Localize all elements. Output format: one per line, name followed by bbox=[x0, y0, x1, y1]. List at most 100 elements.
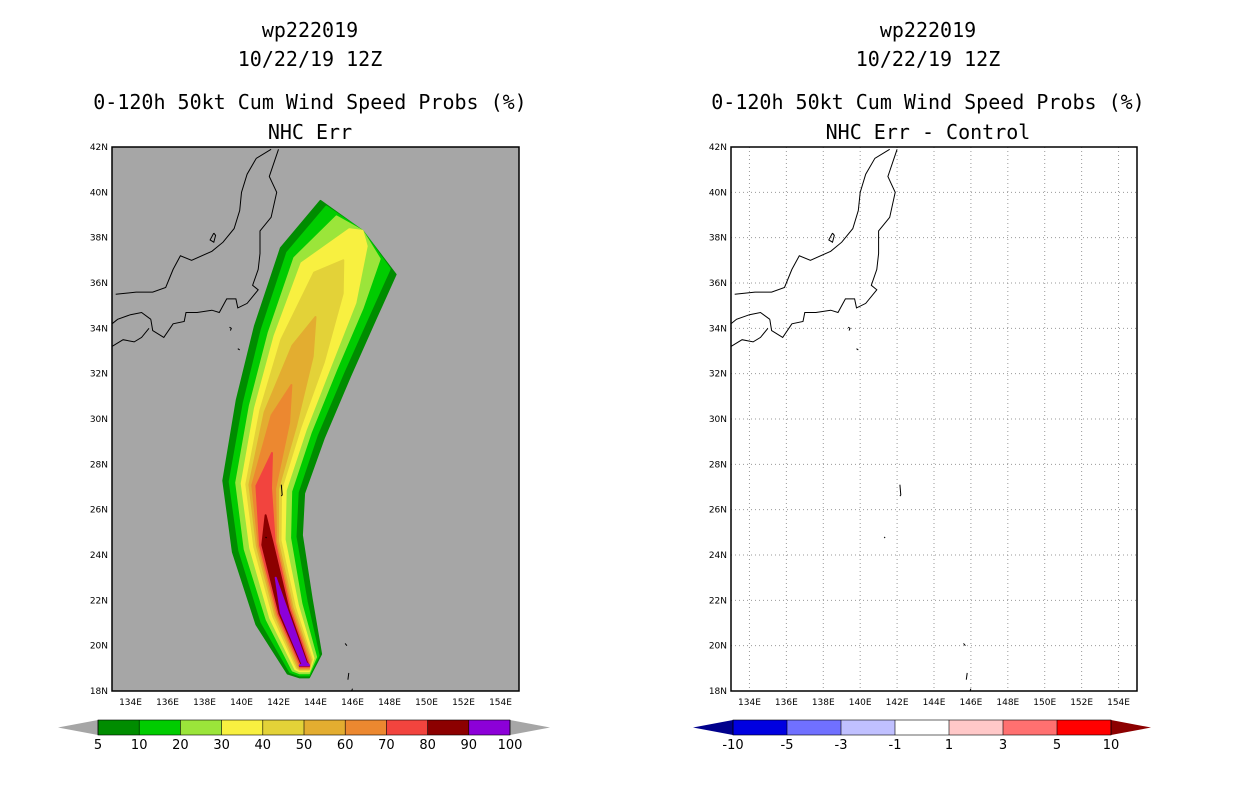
colorbar-over-triangle bbox=[510, 720, 550, 735]
y-tick-label: 30N bbox=[709, 415, 727, 425]
colorbar-label: 60 bbox=[337, 738, 354, 753]
colorbar-swatch bbox=[841, 720, 895, 735]
left-title-line-1: wp222019 bbox=[261, 18, 359, 42]
x-tick-label: 152E bbox=[1070, 698, 1093, 708]
coastline bbox=[344, 643, 348, 647]
colorbar: 5 10 20 30 40 50 60 70 80 90 100 bbox=[58, 719, 550, 753]
y-tick-label: 40N bbox=[90, 188, 108, 198]
colorbar-swatch bbox=[180, 720, 222, 735]
colorbar-label: -10 bbox=[722, 738, 743, 753]
colorbar-label: 3 bbox=[999, 738, 1007, 753]
y-tick-label: 36N bbox=[90, 279, 108, 289]
coastline bbox=[883, 536, 886, 539]
y-tick-label: 18N bbox=[90, 687, 108, 697]
colorbar-swatch bbox=[98, 720, 140, 735]
x-tick-label: 154E bbox=[489, 698, 512, 708]
y-tick-label: 38N bbox=[90, 234, 108, 244]
coastline bbox=[347, 672, 350, 680]
x-tick-label: 138E bbox=[193, 698, 216, 708]
colorbar-swatch bbox=[427, 720, 469, 735]
coastline bbox=[847, 326, 851, 331]
coastlines bbox=[112, 148, 353, 691]
y-tick-label: 34N bbox=[709, 324, 727, 334]
colorbar-frame bbox=[97, 719, 511, 736]
colorbar-label: -5 bbox=[781, 738, 794, 753]
left-title-line-2: 10/22/19 12Z bbox=[237, 47, 383, 71]
right-title-line-1: wp222019 bbox=[879, 18, 977, 42]
y-tick-label: 20N bbox=[90, 642, 108, 652]
x-tick-label: 142E bbox=[267, 698, 290, 708]
coastline bbox=[265, 536, 267, 539]
coastline bbox=[280, 484, 283, 497]
colorbar-label: 100 bbox=[498, 738, 523, 753]
y-tick-label: 28N bbox=[709, 460, 727, 470]
coastline bbox=[965, 672, 968, 680]
coastline bbox=[856, 348, 859, 351]
right-title-line-4: NHC Err - Control bbox=[825, 120, 1031, 144]
right-title-line-3: 0-120h 50kt Cum Wind Speed Probs (%) bbox=[711, 90, 1145, 114]
colorbar-label: 20 bbox=[172, 738, 189, 753]
coastline bbox=[237, 348, 240, 351]
colorbar-label: 40 bbox=[255, 738, 272, 753]
colorbar-swatch bbox=[386, 720, 428, 735]
coastline bbox=[963, 643, 966, 647]
y-tick-label: 20N bbox=[709, 642, 727, 652]
x-tick-label: 144E bbox=[923, 698, 946, 708]
x-tick-label: 152E bbox=[452, 698, 475, 708]
colorbar-swatch bbox=[1003, 720, 1057, 735]
y-tick-label: 36N bbox=[709, 279, 727, 289]
y-tick-label: 18N bbox=[709, 687, 727, 697]
coastline bbox=[112, 327, 150, 347]
colorbar-swatch bbox=[895, 720, 949, 735]
y-tick-label: 22N bbox=[709, 596, 727, 606]
coastline bbox=[828, 232, 835, 243]
x-tick-label: 134E bbox=[119, 698, 142, 708]
coastline bbox=[731, 311, 771, 325]
colorbar-swatch bbox=[262, 720, 304, 735]
x-tick-label: 148E bbox=[996, 698, 1019, 708]
x-tick-label: 154E bbox=[1107, 698, 1130, 708]
panel-nhc-err: 134E 136E 138E 140E 142E 144E 146E 148E 150E 152E… bbox=[58, 143, 550, 753]
colorbar-swatch bbox=[304, 720, 346, 735]
colorbar-swatch bbox=[345, 720, 387, 735]
colorbar-swatch bbox=[1057, 720, 1111, 735]
panel-nhc-err-minus-control: 134E 136E 138E 140E 142E 144E 146E 148E 150E 152E… bbox=[693, 143, 1151, 753]
y-tick-label: 24N bbox=[709, 551, 727, 561]
coastline bbox=[899, 484, 902, 497]
x-tick-label: 138E bbox=[812, 698, 835, 708]
x-tick-label: 144E bbox=[304, 698, 327, 708]
colorbar-label: 1 bbox=[945, 738, 953, 753]
y-tick-label: 38N bbox=[709, 234, 727, 244]
coastline bbox=[734, 148, 890, 295]
y-tick-label: 26N bbox=[90, 506, 108, 516]
plot-frame bbox=[111, 146, 520, 692]
y-tick-label: 28N bbox=[90, 460, 108, 470]
coastline bbox=[209, 232, 217, 243]
coastline bbox=[112, 311, 152, 325]
coastline bbox=[229, 326, 232, 331]
x-tick-label: 140E bbox=[849, 698, 872, 708]
colorbar-under-triangle bbox=[58, 720, 98, 735]
colorbar: -10 -5 -3 -1 1 3 5 10 bbox=[693, 719, 1151, 753]
colorbar-frame bbox=[732, 719, 1112, 736]
coastline bbox=[731, 327, 769, 347]
coastline bbox=[769, 149, 898, 339]
y-tick-label: 40N bbox=[709, 188, 727, 198]
x-tick-label: 136E bbox=[156, 698, 179, 708]
colorbar-over-triangle bbox=[1111, 720, 1151, 735]
y-tick-label: 32N bbox=[90, 370, 108, 380]
x-tick-label: 140E bbox=[230, 698, 253, 708]
coastlines bbox=[731, 148, 972, 691]
y-tick-label: 32N bbox=[709, 370, 727, 380]
x-tick-label: 150E bbox=[415, 698, 438, 708]
colorbar-swatch bbox=[139, 720, 181, 735]
y-tick-label: 42N bbox=[709, 143, 727, 153]
colorbar-swatch bbox=[221, 720, 263, 735]
contour-fill-90 bbox=[274, 576, 310, 667]
colorbar-label: 5 bbox=[1053, 738, 1061, 753]
colorbar-label: 50 bbox=[296, 738, 313, 753]
y-tick-label: 30N bbox=[90, 415, 108, 425]
left-title-line-4: NHC Err bbox=[267, 120, 353, 144]
colorbar-label: 10 bbox=[1103, 738, 1120, 753]
colorbar-label: 80 bbox=[419, 738, 436, 753]
